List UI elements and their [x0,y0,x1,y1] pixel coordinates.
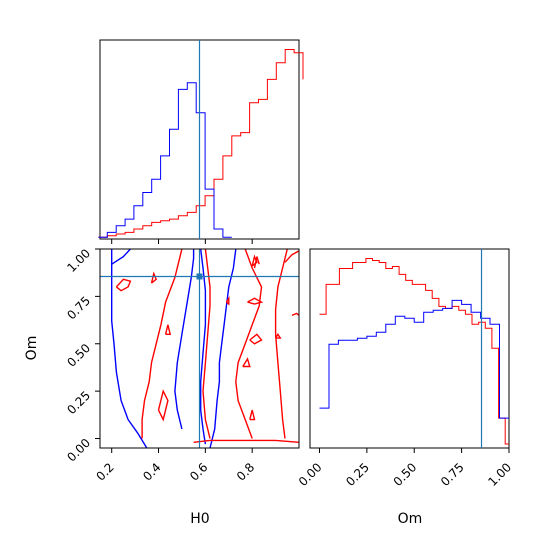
joint-y-tick-label: 0.25 [64,388,93,417]
contour-red-21 [291,312,299,316]
om-histogram-red-series [319,258,509,445]
contour-red-8 [235,249,263,439]
contour-red-14 [157,389,169,422]
om-histogram-x-tick-label: 0.25 [343,460,372,489]
om-histogram-blue-series [319,299,509,419]
joint-contour-frame [99,248,300,449]
joint-y-tick-label: 0.00 [64,436,93,465]
contour-red-17 [225,295,230,306]
contour-red-19 [249,333,263,345]
y-axis-label-om: Om [24,336,40,361]
joint-truth-marker [196,273,203,280]
joint-y-tick-label: 0.50 [64,341,93,370]
contour-red-18 [242,357,251,368]
om-histogram-panel: 0.00 0.25 0.50 0.75 1.00 Om [296,248,514,527]
contour-blue-3 [199,249,207,445]
h0-histogram-blue-series [98,82,232,238]
om-histogram-x-tick-label: 1.00 [485,460,514,489]
contour-red-5 [193,439,299,443]
contour-red-11 [284,250,299,263]
joint-y-tick-label: 1.00 [64,246,93,275]
contour-red-22 [275,332,282,339]
contour-red-16 [247,297,264,305]
om-histogram-x-tick-label: 0.00 [296,460,325,489]
h0-histogram-red-series [98,49,304,238]
x-axis-label-om: Om [398,511,423,527]
contour-red-6 [141,249,183,439]
h0-histogram-panel [98,39,304,244]
contour-blue-0 [110,249,148,448]
contour-blue-1 [209,249,237,448]
contour-red-20 [249,409,256,421]
contour-red-15 [164,324,172,335]
contour-red-9 [274,249,288,439]
joint-x-tick-label: 0.4 [140,460,163,483]
joint-x-tick-label: 0.6 [187,460,210,483]
contour-red-7 [202,249,211,439]
om-histogram-frame [309,248,510,449]
x-axis-label-h0: H0 [190,511,209,527]
om-histogram-x-tick-label: 0.50 [391,460,420,489]
contour-red-23 [253,256,260,269]
contour-blue-2 [174,249,195,430]
joint-y-tick-label: 0.75 [64,294,93,323]
joint-x-tick-label: 0.8 [234,460,257,483]
contour-red-10 [115,278,132,292]
contour-blue-4 [111,249,131,265]
contour-red-13 [150,271,158,284]
om-histogram-x-tick-label: 0.75 [438,460,467,489]
joint-x-tick-label: 0.2 [93,460,116,483]
joint-contour-panel: 0.2 0.4 0.6 0.8 0.00 0.25 0.50 0.75 1.00 H0 Om [24,246,300,527]
